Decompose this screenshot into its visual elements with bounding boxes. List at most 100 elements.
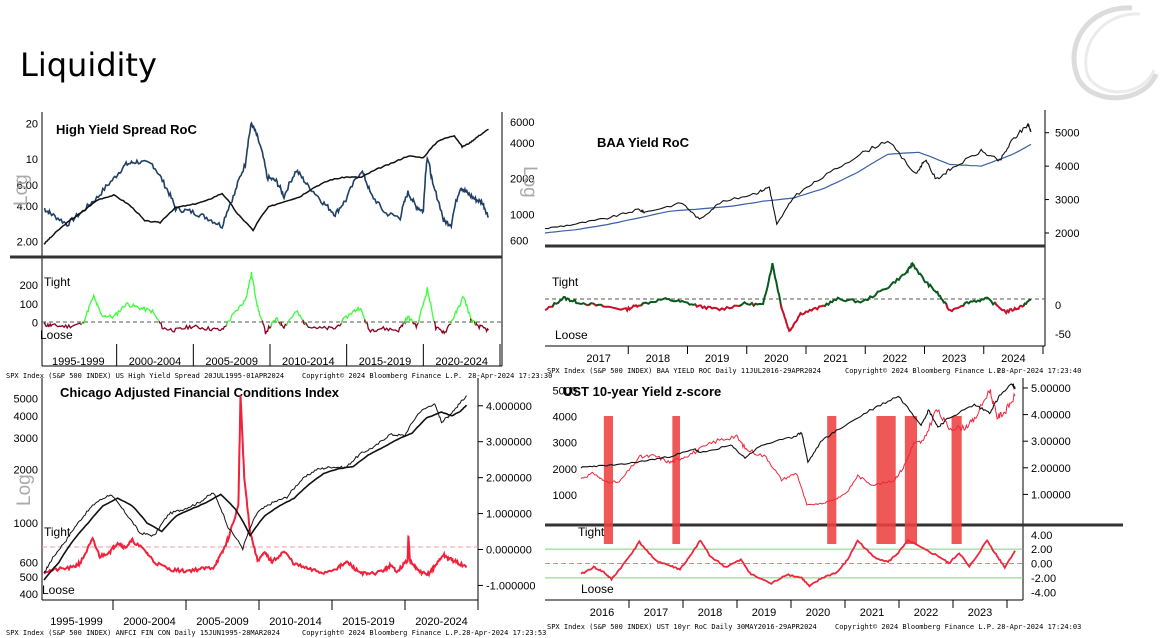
baa-roc-line: [694, 303, 743, 312]
hy-roc-line: [158, 320, 229, 333]
fci-right-tick-4: 0.000000: [486, 544, 532, 556]
hy-roc-line: [83, 293, 161, 324]
fci-footer-left: SPX Index (S&P 500 INDEX) ANFCI FIN CON …: [6, 629, 280, 637]
baa-lower-tick-0: 0: [1055, 300, 1061, 312]
hy-x-label-1: 2000-2004: [129, 356, 182, 368]
baa-roc-line: [1022, 298, 1032, 307]
ust-zscore-line: [580, 538, 1016, 588]
baa-x-label-1: 2018: [646, 353, 670, 365]
fci-right-tick-0: 4.000000: [486, 401, 532, 413]
fci-left-axis-label: Log: [14, 474, 35, 506]
hy-right-tick-4: 600: [510, 236, 528, 248]
ust-right-tick-4: 1.00000: [1031, 489, 1071, 501]
hy-spread-line: [43, 121, 490, 230]
baa-lower-tick-1: -50: [1055, 329, 1071, 341]
ust-highlight-bar-3: [876, 416, 896, 544]
hy-footer-left: SPX Index (S&P 500 INDEX) US High Yield …: [6, 372, 284, 380]
fci-line: [43, 395, 468, 578]
fci-x-label-0: 1995-1999: [50, 616, 103, 628]
ust-left-tick-4: 1000: [553, 490, 577, 502]
hy-roc-line: [404, 315, 415, 325]
hy-footer-right: 28-Apr-2024 17:23:30: [468, 372, 552, 380]
hy-left-axis-label: Log: [11, 174, 32, 206]
hy-roc-line: [270, 317, 280, 327]
hy-roc-line: [417, 287, 436, 324]
baa-tight-label: Tight: [552, 275, 579, 289]
baa-roc-line: [752, 262, 783, 310]
fci-left-tick-3: 2000: [14, 465, 38, 477]
baa-x-label-3: 2020: [764, 353, 788, 365]
ust-left-tick-0: 5000: [553, 385, 577, 397]
hy-right-tick-3: 1000: [510, 209, 534, 221]
fci-left-tick-2: 3000: [14, 433, 38, 445]
fci-right-tick-2: 2.000000: [486, 473, 532, 485]
hy-lower-tick-2: 0: [32, 318, 38, 330]
ust-zscore-chart: 5000 4000 3000 2000 1000 5.00000 4.00000 3.0000…: [545, 378, 1123, 631]
ust-right-tick-0: 5.00000: [1031, 383, 1071, 395]
fci-x-label-3: 2010-2014: [269, 616, 322, 628]
ust-left-tick-2: 3000: [553, 438, 577, 450]
fci-x-label-5: 2020-2024: [415, 616, 468, 628]
ust-lower-tick-4: -4.00: [1031, 587, 1056, 599]
ust-highlight-bar-4: [904, 416, 918, 544]
hy-roc-line: [261, 320, 273, 335]
fci-chart: 5000 4000 3000 2000 1000 600 500 400 4.000000 3.0…: [6, 378, 546, 637]
fci-right-tick-1: 3.000000: [486, 437, 532, 449]
ust-highlight-bar-0: [603, 416, 613, 544]
baa-right-tick-2: 3000: [1055, 195, 1079, 207]
fci-left-tick-6: 500: [20, 572, 38, 584]
hy-roc-line: [225, 271, 264, 326]
hy-left-tick-4: 2.00: [17, 237, 38, 249]
fci-left-tick-0: 5000: [14, 394, 38, 406]
fci-left-tick-1: 4000: [14, 411, 38, 423]
hy-spx-line: [43, 128, 489, 245]
hy-title: High Yield Spread RoC: [56, 122, 197, 137]
baa-footer-right: 28-Apr-2024 17:23:40: [997, 367, 1081, 375]
baa-roc-line: [640, 296, 698, 308]
baa-roc-line: [994, 302, 1026, 316]
fci-spx-line: [43, 395, 467, 574]
ust-loose-label: Loose: [581, 582, 614, 596]
hy-left-tick-1: 10: [26, 154, 38, 166]
baa-roc-line: [824, 261, 949, 309]
ust-highlight-bar-2: [827, 416, 837, 544]
hy-roc-line: [43, 321, 84, 330]
hy-spread-chart: 20106.004.002.00600040002000100060020010…: [6, 112, 552, 380]
hy-x-label-5: 2020-2024: [435, 356, 488, 368]
fci-title: Chicago Adjusted Financial Conditions In…: [60, 385, 340, 400]
ust-lower-tick-2: 0.00: [1031, 559, 1052, 571]
ust-left-tick-1: 4000: [553, 412, 577, 424]
fci-right-tick-5: -1.000000: [486, 580, 536, 592]
hy-left-tick-2: 6.00: [17, 180, 38, 192]
ust-lower-tick-0: 4.00: [1031, 530, 1052, 542]
hy-x-label-4: 2015-2019: [359, 356, 412, 368]
fci-left-tick-5: 600: [20, 558, 38, 570]
fci-left-tick-4: 1000: [14, 518, 38, 530]
ust-footer-mid: Copyright© 2024 Bloomberg Finance L.P.: [835, 623, 995, 631]
swirl-logo-icon: [1071, 5, 1159, 101]
hy-lower-tick-0: 200: [20, 280, 38, 292]
baa-x-label-0: 2017: [586, 353, 610, 365]
baa-x-label-6: 2023: [942, 353, 966, 365]
ust-right-tick-2: 3.00000: [1031, 436, 1071, 448]
baa-x-label-5: 2022: [883, 353, 907, 365]
fci-x-label-4: 2015-2019: [342, 616, 395, 628]
fci-left-tick-7: 400: [20, 589, 38, 601]
ust-footer-left: SPX Index (S&P 500 INDEX) UST 10yr RoC D…: [547, 623, 817, 631]
ust-title: UST 10-year Yield z-score: [563, 384, 721, 399]
ust-footer-right: 28-Apr-2024 17:24:03: [997, 623, 1081, 631]
hy-lower-tick-1: 100: [20, 299, 38, 311]
baa-right-tick-0: 5000: [1055, 128, 1079, 140]
hy-loose-label: Loose: [40, 328, 73, 342]
ust-x-label-5: 2021: [860, 607, 884, 619]
hy-footer-mid: Copyright© 2024 Bloomberg Finance L.P.: [302, 372, 462, 380]
ust-lower-tick-3: -2.00: [1031, 573, 1056, 585]
baa-right-tick-3: 2000: [1055, 228, 1079, 240]
ust-x-label-6: 2022: [914, 607, 938, 619]
baa-roc-line: [945, 302, 966, 313]
baa-roc-line: [551, 295, 589, 308]
baa-ma-line: [544, 143, 1032, 234]
baa-roc-line: [600, 302, 645, 313]
baa-footer-left: SPX Index (S&P 500 INDEX) BAA YIELD ROC …: [547, 367, 821, 375]
baa-footer-mid: Copyright© 2024 Bloomberg Finance L.P.: [845, 367, 1005, 375]
